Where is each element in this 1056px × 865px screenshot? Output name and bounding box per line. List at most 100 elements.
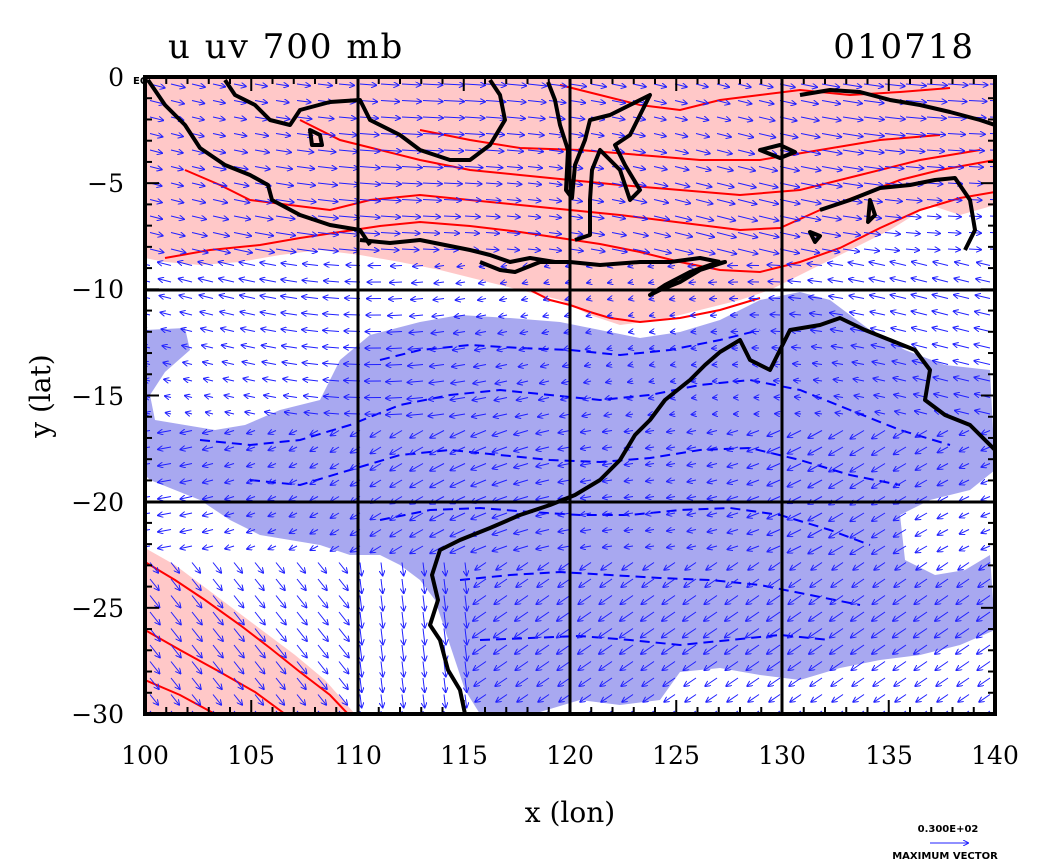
wind-vector bbox=[692, 414, 696, 415]
wind-vector bbox=[422, 84, 442, 85]
wind-vector bbox=[664, 562, 676, 570]
wind-vector bbox=[747, 677, 760, 686]
wind-vector bbox=[264, 395, 277, 397]
wind-vector bbox=[186, 412, 193, 414]
wind-vector bbox=[402, 644, 404, 661]
wind-vector bbox=[514, 545, 529, 550]
wind-vector bbox=[149, 694, 158, 705]
wind-vector bbox=[371, 430, 382, 437]
wind-vector bbox=[496, 365, 508, 367]
wind-vector bbox=[692, 398, 696, 399]
wind-vector bbox=[829, 296, 844, 298]
wind-vector bbox=[607, 365, 612, 366]
wind-vector bbox=[269, 546, 277, 549]
wind-vector bbox=[402, 611, 404, 628]
wind-vector bbox=[536, 644, 550, 654]
wind-vector bbox=[465, 562, 467, 576]
wind-vector bbox=[542, 348, 550, 350]
wind-vector bbox=[260, 263, 277, 266]
wind-vector bbox=[233, 134, 246, 137]
wind-vector bbox=[516, 661, 529, 671]
wind-vector bbox=[603, 513, 613, 514]
wind-vector bbox=[387, 348, 403, 349]
wind-vector bbox=[710, 299, 718, 300]
wind-vector bbox=[443, 216, 460, 217]
wind-vector bbox=[758, 101, 774, 104]
wind-vector bbox=[663, 595, 676, 605]
wind-vector bbox=[254, 101, 267, 103]
wind-vector bbox=[982, 513, 991, 517]
wind-vector bbox=[296, 101, 311, 103]
wind-vector bbox=[450, 414, 466, 417]
wind-vector bbox=[191, 595, 201, 608]
wind-vector bbox=[947, 216, 961, 217]
wind-vector bbox=[708, 497, 718, 500]
wind-vector bbox=[684, 595, 697, 605]
wind-vector bbox=[632, 200, 646, 203]
wind-vector bbox=[684, 677, 697, 686]
wind-vector bbox=[608, 315, 612, 316]
max-vector-label: MAXIMUM VECTOR bbox=[892, 851, 998, 862]
wind-vector bbox=[158, 530, 172, 532]
wind-vector bbox=[149, 150, 162, 153]
wind-vector bbox=[600, 578, 613, 587]
wind-vector bbox=[737, 248, 757, 254]
wind-vector bbox=[706, 694, 718, 702]
wind-vector bbox=[473, 644, 487, 654]
wind-vector bbox=[310, 497, 319, 501]
wind-vector bbox=[170, 595, 180, 608]
wind-vector bbox=[233, 677, 243, 689]
wind-vector bbox=[608, 282, 612, 283]
wind-vector bbox=[653, 134, 666, 137]
wind-vector bbox=[212, 644, 223, 657]
wind-vector bbox=[310, 513, 319, 517]
wind-vector bbox=[451, 381, 466, 383]
wind-vector bbox=[310, 480, 319, 484]
wind-vector bbox=[263, 379, 277, 381]
wind-vector bbox=[181, 480, 193, 483]
wind-vector bbox=[247, 447, 256, 450]
wind-vector bbox=[317, 183, 337, 185]
wind-vector bbox=[493, 430, 508, 436]
wind-vector bbox=[915, 661, 928, 671]
wind-vector bbox=[954, 295, 970, 299]
wind-vector bbox=[871, 328, 886, 331]
wind-vector bbox=[359, 134, 379, 135]
equator-label: EQ bbox=[133, 76, 148, 87]
wind-vector bbox=[653, 117, 666, 120]
wind-vector bbox=[708, 431, 718, 434]
wind-vector bbox=[669, 266, 676, 267]
wind-vector bbox=[708, 447, 718, 450]
wind-vector bbox=[674, 134, 687, 137]
wind-vector bbox=[443, 167, 463, 168]
wind-vector bbox=[960, 545, 970, 550]
wind-vector bbox=[527, 84, 546, 86]
wind-vector bbox=[243, 362, 256, 365]
wind-vector bbox=[423, 611, 425, 628]
wind-vector bbox=[219, 262, 235, 266]
wind-vector bbox=[737, 117, 752, 121]
wind-vector bbox=[269, 513, 277, 516]
wind-vector bbox=[557, 644, 571, 654]
wind-vector bbox=[548, 216, 561, 218]
wind-vector bbox=[303, 379, 319, 381]
wind-vector bbox=[695, 84, 708, 87]
wind-vector bbox=[716, 101, 730, 104]
wind-vector bbox=[650, 299, 654, 300]
wind-vector bbox=[275, 134, 290, 136]
wind-vector bbox=[402, 628, 404, 645]
wind-vector bbox=[254, 644, 265, 657]
wind-vector bbox=[748, 463, 760, 468]
wind-vector bbox=[667, 431, 676, 433]
wind-vector bbox=[164, 379, 172, 381]
wind-vector bbox=[926, 233, 940, 234]
wind-vector bbox=[464, 200, 481, 201]
wind-vector bbox=[451, 479, 466, 487]
wind-vector bbox=[145, 430, 151, 432]
wind-vector bbox=[225, 513, 235, 516]
wind-vector bbox=[916, 694, 928, 702]
wind-vector bbox=[587, 299, 591, 300]
wind-vector bbox=[260, 296, 277, 299]
wind-vector bbox=[708, 546, 718, 549]
wind-vector bbox=[538, 562, 550, 570]
